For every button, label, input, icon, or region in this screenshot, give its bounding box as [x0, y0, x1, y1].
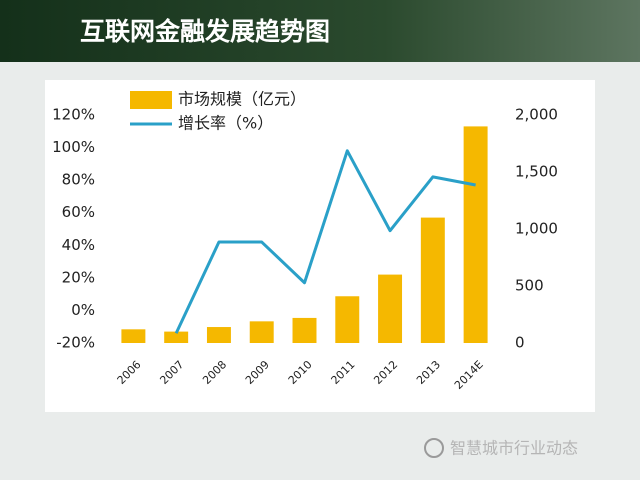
- y-tick-label: 40%: [62, 236, 95, 254]
- header-band: [0, 0, 640, 62]
- bar: [420, 217, 445, 343]
- slide-title: 互联网金融发展趋势图: [80, 17, 330, 46]
- legend-swatch: [130, 91, 172, 109]
- bar: [378, 274, 403, 343]
- bar: [335, 296, 360, 343]
- y2-tick-label: 2,000: [515, 106, 558, 124]
- y2-tick-label: 1,500: [515, 163, 558, 181]
- bar: [292, 317, 317, 343]
- y2-tick-label: 1,000: [515, 220, 558, 238]
- bar: [249, 321, 274, 343]
- watermark: 智慧城市行业动态: [450, 439, 578, 458]
- y2-tick-label: 0: [515, 334, 525, 352]
- bar: [164, 331, 189, 343]
- y-tick-label: 20%: [62, 268, 95, 286]
- line: [174, 149, 476, 334]
- y-tick-label: 80%: [62, 171, 95, 189]
- y-tick-label: 120%: [52, 106, 95, 124]
- chart-panel: [45, 80, 595, 412]
- y2-tick-label: 500: [515, 277, 544, 295]
- bar: [463, 126, 488, 344]
- legend-label: 增长率（%）: [178, 114, 273, 133]
- y-tick-label: 100%: [52, 138, 95, 156]
- watermark-icon: [424, 438, 444, 458]
- legend-label: 市场规模（亿元）: [178, 90, 306, 109]
- y-tick-label: 60%: [62, 203, 95, 221]
- bar: [206, 327, 231, 343]
- bar: [121, 329, 146, 343]
- y-tick-label: 0%: [71, 301, 95, 319]
- y-tick-label: -20%: [56, 334, 95, 352]
